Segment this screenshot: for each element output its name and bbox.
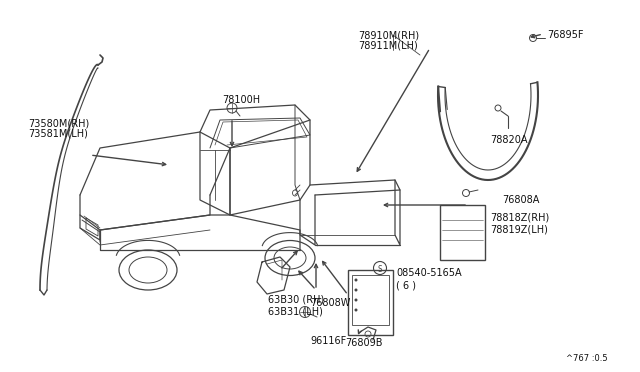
Text: 73581M(LH): 73581M(LH) [28,129,88,139]
Text: ( 6 ): ( 6 ) [396,280,416,290]
Ellipse shape [355,308,358,311]
Text: 96116F: 96116F [310,336,346,346]
Ellipse shape [355,289,358,292]
Text: S: S [378,264,382,273]
Bar [348,270,393,335]
Text: 76808W: 76808W [310,298,350,308]
Text: 76809B: 76809B [345,338,383,348]
Ellipse shape [355,298,358,301]
Text: 76895F: 76895F [547,30,584,40]
Bar [440,205,485,260]
Text: 76808A: 76808A [502,195,540,205]
Bar [352,275,389,325]
Text: 08540-5165A: 08540-5165A [396,268,461,278]
Text: 63B31 (LH): 63B31 (LH) [268,306,323,316]
Text: 78100H: 78100H [222,95,260,105]
Ellipse shape [355,279,358,282]
Text: 78911M(LH): 78911M(LH) [358,41,418,51]
Text: 78910M(RH): 78910M(RH) [358,30,419,40]
Text: 73580M(RH): 73580M(RH) [28,118,89,128]
Text: 63B30 (RH): 63B30 (RH) [268,295,324,305]
Text: 78820A: 78820A [490,135,527,145]
Text: 78818Z(RH): 78818Z(RH) [490,213,549,223]
Text: 78819Z(LH): 78819Z(LH) [490,224,548,234]
Text: ^767 :0.5: ^767 :0.5 [566,354,607,363]
